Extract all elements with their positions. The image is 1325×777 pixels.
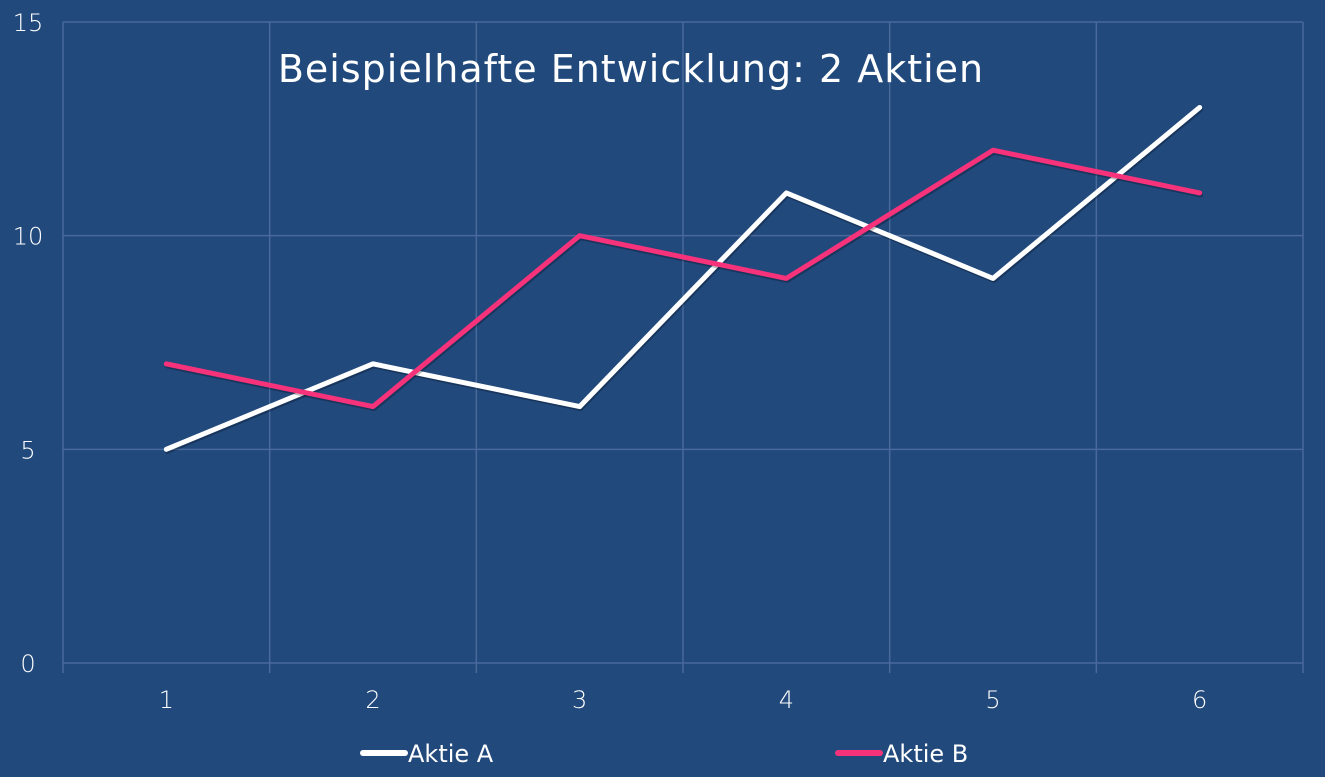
y-tick-label: 15 (13, 9, 44, 37)
y-tick-label: 5 (20, 436, 35, 464)
legend: Aktie A Aktie B (360, 740, 968, 768)
series-lines (163, 104, 1204, 454)
y-axis: 0 5 10 15 (13, 9, 44, 678)
x-axis: 1 2 3 4 5 6 (159, 686, 1208, 714)
x-tick-label: 2 (365, 686, 380, 714)
legend-label: Aktie B (883, 740, 968, 768)
x-tick-label: 5 (985, 686, 1000, 714)
grid (62, 21, 1304, 673)
x-tick-label: 6 (1192, 686, 1207, 714)
chart-title: Beispielhafte Entwicklung: 2 Aktien (278, 47, 984, 91)
legend-label: Aktie A (408, 740, 494, 768)
series-shadow (164, 149, 1204, 412)
y-tick-label: 10 (13, 223, 44, 251)
x-tick-label: 3 (572, 686, 587, 714)
series-line-aktie-b (163, 147, 1203, 410)
series-line-aktie-a (163, 104, 1203, 452)
x-tick-label: 4 (779, 686, 794, 714)
y-tick-label: 0 (20, 650, 35, 678)
x-tick-label: 1 (159, 686, 174, 714)
